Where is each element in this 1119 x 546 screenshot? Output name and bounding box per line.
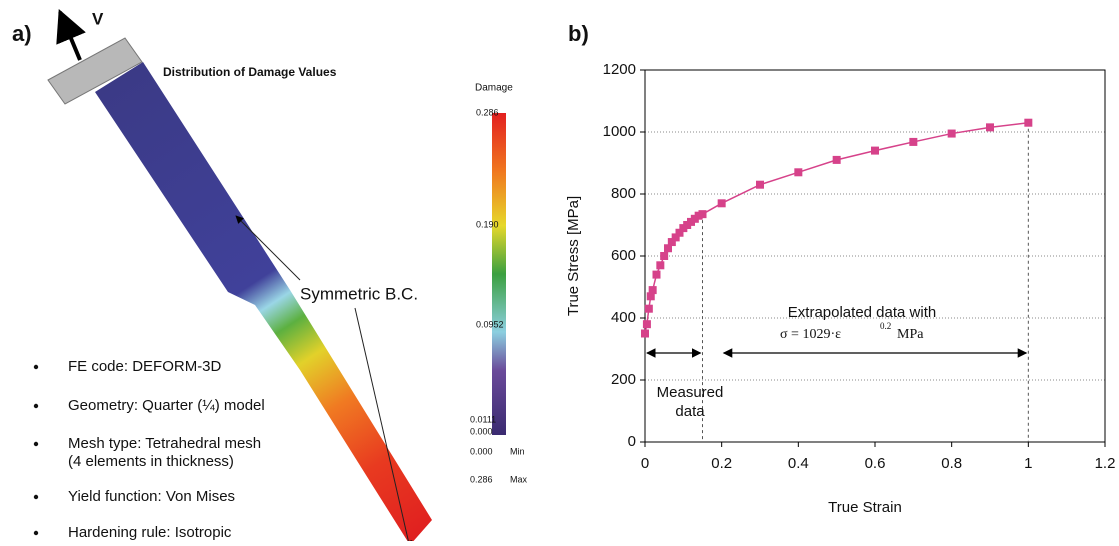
colorbar-label: 0.0111: [470, 414, 496, 424]
y-tick-label: 200: [611, 371, 636, 388]
x-tick-label: 0.4: [788, 455, 809, 472]
y-axis-label: True Stress [MPa]: [565, 196, 582, 316]
colorbar-min: 0.000: [470, 446, 493, 456]
x-tick-label: 1.2: [1095, 455, 1116, 472]
panel-label: b): [568, 21, 589, 46]
colorbar-title: Damage: [475, 83, 513, 94]
x-tick-label: 0.2: [711, 455, 732, 472]
colorbar-label: 0.286: [476, 107, 499, 117]
colorbar-max-text: Max: [510, 474, 528, 484]
colorbar-max: 0.286: [470, 474, 493, 484]
x-tick-label: 1: [1024, 455, 1032, 472]
bullet: [34, 442, 38, 446]
data-point: [986, 123, 994, 131]
velocity-label: V: [92, 9, 104, 28]
data-point: [756, 181, 764, 189]
colorbar: [492, 113, 506, 435]
y-tick-label: 1000: [603, 123, 636, 140]
x-tick-label: 0: [641, 455, 649, 472]
annotation: Symmetric B.C.: [300, 284, 418, 303]
annotation: Extrapolated data with: [788, 304, 936, 321]
y-tick-label: 600: [611, 247, 636, 264]
data-point: [833, 156, 841, 164]
colorbar-label: 0.190: [476, 219, 499, 229]
formula-exponent: 0.2: [880, 321, 891, 331]
bullet: [34, 531, 38, 535]
data-point: [649, 286, 657, 294]
model-title: Distribution of Damage Values: [163, 65, 337, 79]
data-point: [656, 261, 664, 269]
bullet-text: (4 elements in thickness): [68, 453, 234, 470]
formula-unit: MPa: [897, 327, 924, 342]
data-point: [643, 320, 651, 328]
data-point: [653, 271, 661, 279]
y-tick-label: 1200: [603, 61, 636, 78]
data-point: [699, 210, 707, 218]
y-tick-label: 800: [611, 185, 636, 202]
y-tick-label: 0: [628, 433, 636, 450]
bullet-text: Hardening rule: Isotropic: [68, 524, 232, 541]
data-point: [948, 130, 956, 138]
plot: 0 200 400 600 800 1000 1200 0 0.2 0.4 0.6 0.8 1 1.2 Me…: [603, 61, 1116, 472]
bullet-text: FE code: DEFORM-3D: [68, 358, 222, 375]
data-point: [645, 305, 653, 313]
colorbar-label: 0.000: [470, 426, 493, 436]
colorbar-min-text: Min: [510, 446, 525, 456]
data-point: [909, 138, 917, 146]
x-tick-label: 0.6: [865, 455, 886, 472]
bullet-text: Geometry: Quarter (¼) model: [68, 397, 265, 414]
data-point: [1024, 119, 1032, 127]
bullet-list: FE code: DEFORM-3D Geometry: Quarter (¼) …: [34, 358, 265, 541]
data-point: [871, 147, 879, 155]
bullet-text: Yield function: Von Mises: [68, 488, 235, 505]
x-axis-label: True Strain: [828, 499, 902, 516]
formula: σ = 1029·ε: [780, 327, 841, 342]
bullet: [34, 495, 38, 499]
bullet: [34, 404, 38, 408]
y-tick-label: 400: [611, 309, 636, 326]
annotation: data: [675, 403, 705, 420]
velocity-arrow: [60, 12, 80, 60]
data-point: [660, 252, 668, 260]
x-tick-label: 0.8: [941, 455, 962, 472]
data-point: [718, 199, 726, 207]
panel-label: a): [12, 21, 32, 46]
bullet: [34, 365, 38, 369]
data-point: [794, 168, 802, 176]
colorbar-label: 0.0952: [476, 319, 504, 329]
bullet-text: Mesh type: Tetrahedral mesh: [68, 435, 261, 452]
data-point: [641, 330, 649, 338]
figure: a) V Distribution of Damage Values Symme…: [0, 0, 1119, 541]
annotation: Measured: [657, 384, 724, 401]
